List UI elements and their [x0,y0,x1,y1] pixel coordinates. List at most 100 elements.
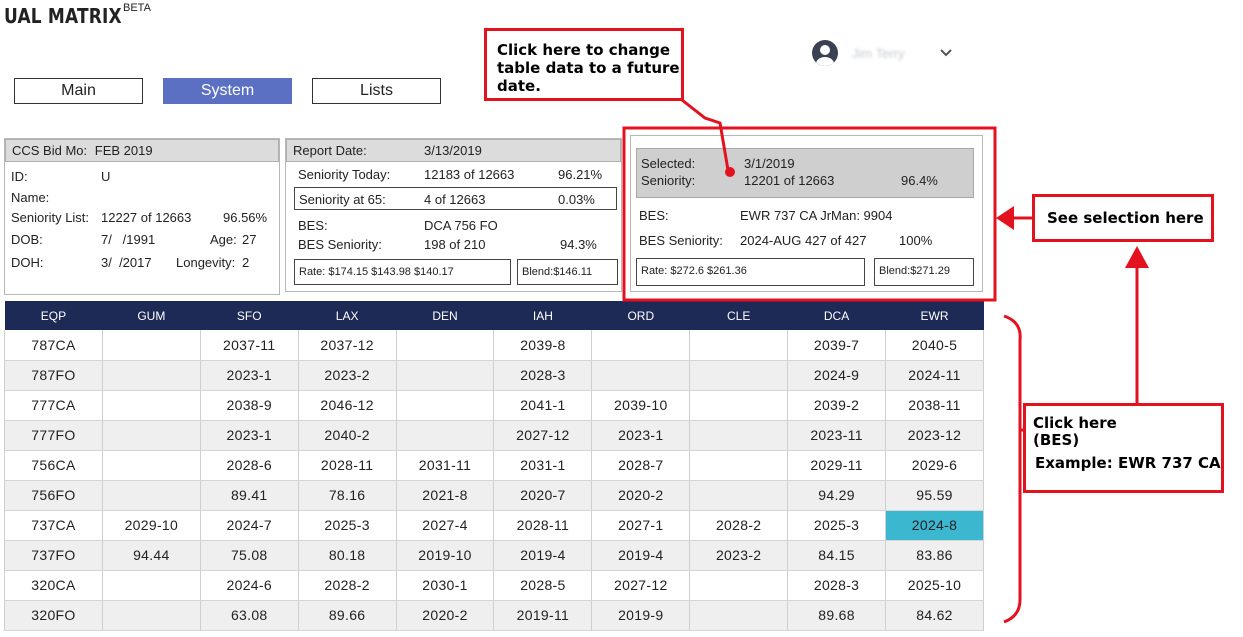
matrix-cell[interactable]: 2027-12 [493,420,593,451]
matrix-cell[interactable]: 2028-11 [298,450,397,481]
matrix-cell[interactable]: 2019-4 [591,540,691,571]
matrix-cell[interactable] [102,420,201,451]
matrix-cell[interactable] [591,330,691,361]
matrix-cell[interactable] [689,360,789,391]
matrix-cell[interactable]: 2019-10 [396,540,495,571]
matrix-cell[interactable]: 2025-3 [298,510,397,541]
matrix-cell[interactable]: 2028-11 [493,510,593,541]
matrix-cell[interactable]: 2028-3 [493,360,593,391]
matrix-cell[interactable]: 2019-9 [591,600,691,631]
matrix-cell[interactable]: 2025-3 [787,510,887,541]
matrix-cell[interactable]: 94.29 [787,480,887,511]
matrix-cell[interactable] [689,480,789,511]
matrix-cell[interactable] [396,360,495,391]
matrix-cell[interactable]: 84.15 [787,540,887,571]
matrix-cell[interactable]: 84.62 [885,600,984,631]
matrix-cell[interactable]: 2023-2 [298,360,397,391]
matrix-cell[interactable]: 2019-11 [493,600,593,631]
matrix-cell[interactable]: 2024-8 [885,510,984,541]
matrix-cell[interactable]: 75.08 [200,540,299,571]
matrix-cell[interactable]: 80.18 [298,540,397,571]
matrix-cell[interactable]: 2028-6 [200,450,299,481]
matrix-cell[interactable]: 2039-10 [591,390,691,421]
matrix-cell[interactable] [689,450,789,481]
matrix-cell[interactable]: 2023-1 [591,420,691,451]
matrix-cell[interactable]: 2025-10 [885,570,984,601]
matrix-cell[interactable]: 78.16 [298,480,397,511]
matrix-cell[interactable]: 2028-2 [689,510,789,541]
matrix-cell[interactable]: 2029-11 [787,450,887,481]
matrix-cell[interactable]: 83.86 [885,540,984,571]
matrix-cell[interactable]: 2028-7 [591,450,691,481]
matrix-cell[interactable]: 2027-4 [396,510,495,541]
bes-callout-line-3: Example: EWR 737 CA [1035,454,1221,472]
matrix-cell[interactable]: 2020-2 [591,480,691,511]
matrix-cell[interactable]: 2028-3 [787,570,887,601]
matrix-cell[interactable]: 2030-1 [396,570,495,601]
matrix-cell[interactable]: 2023-11 [787,420,887,451]
matrix-cell[interactable] [689,600,789,631]
matrix-cell[interactable]: 2019-4 [493,540,593,571]
matrix-cell[interactable]: 2023-2 [689,540,789,571]
matrix-cell[interactable]: 2041-1 [493,390,593,421]
matrix-cell[interactable]: 2023-1 [200,420,299,451]
matrix-cell[interactable]: 89.68 [787,600,887,631]
matrix-cell[interactable]: 2023-1 [200,360,299,391]
matrix-cell[interactable]: 2038-9 [200,390,299,421]
matrix-cell[interactable] [591,360,691,391]
matrix-cell[interactable]: 95.59 [885,480,984,511]
matrix-cell[interactable] [102,600,201,631]
matrix-cell[interactable]: 89.41 [200,480,299,511]
matrix-cell[interactable]: 2023-12 [885,420,984,451]
matrix-cell[interactable] [396,390,495,421]
matrix-cell[interactable]: 2024-6 [200,570,299,601]
matrix-cell[interactable]: 2040-2 [298,420,397,451]
matrix-cell[interactable]: 2028-2 [298,570,397,601]
matrix-cell[interactable] [689,390,789,421]
matrix-cell[interactable]: 89.66 [298,600,397,631]
matrix-cell[interactable] [102,480,201,511]
seniority-65-box [294,187,617,210]
matrix-cell[interactable]: 2040-5 [885,330,984,361]
matrix-cell[interactable]: 2037-11 [200,330,299,361]
matrix-cell[interactable] [396,330,495,361]
matrix-cell[interactable]: 2027-12 [591,570,691,601]
matrix-cell[interactable] [102,570,201,601]
matrix-cell[interactable]: 2024-7 [200,510,299,541]
matrix-cell[interactable] [396,420,495,451]
matrix-cell[interactable]: 2038-11 [885,390,984,421]
matrix-cell[interactable] [102,450,201,481]
report-date-header[interactable]: Report Date: 3/13/2019 [286,139,621,162]
equipment-cell: 737FO [4,540,103,571]
matrix-cell[interactable]: 2039-7 [787,330,887,361]
matrix-cell[interactable]: 2021-8 [396,480,495,511]
matrix-cell[interactable]: 2046-12 [298,390,397,421]
equipment-cell: 756CA [4,450,103,481]
matrix-cell[interactable] [689,570,789,601]
equipment-cell: 756FO [4,480,103,511]
matrix-cell[interactable] [102,360,201,391]
matrix-cell[interactable] [689,420,789,451]
matrix-cell[interactable]: 2024-9 [787,360,887,391]
matrix-cell[interactable]: 2031-1 [493,450,593,481]
matrix-cell[interactable]: 2039-2 [787,390,887,421]
matrix-cell[interactable]: 2020-7 [493,480,593,511]
matrix-cell[interactable] [689,330,789,361]
nav-main-button[interactable]: Main [14,78,143,104]
matrix-cell[interactable]: 63.08 [200,600,299,631]
matrix-cell[interactable]: 2039-8 [493,330,593,361]
matrix-cell[interactable]: 2028-5 [493,570,593,601]
nav-system-button[interactable]: System [163,78,292,104]
matrix-cell[interactable]: 2027-1 [591,510,691,541]
matrix-cell[interactable]: 2031-11 [396,450,495,481]
user-menu[interactable]: Jim Terry [812,38,952,68]
matrix-cell[interactable]: 2020-2 [396,600,495,631]
matrix-cell[interactable]: 2037-12 [298,330,397,361]
matrix-cell[interactable]: 2024-11 [885,360,984,391]
matrix-cell[interactable] [102,330,201,361]
matrix-cell[interactable]: 94.44 [102,540,201,571]
matrix-cell[interactable]: 2029-10 [102,510,201,541]
matrix-cell[interactable]: 2029-6 [885,450,984,481]
matrix-cell[interactable] [102,390,201,421]
nav-lists-button[interactable]: Lists [312,78,441,104]
